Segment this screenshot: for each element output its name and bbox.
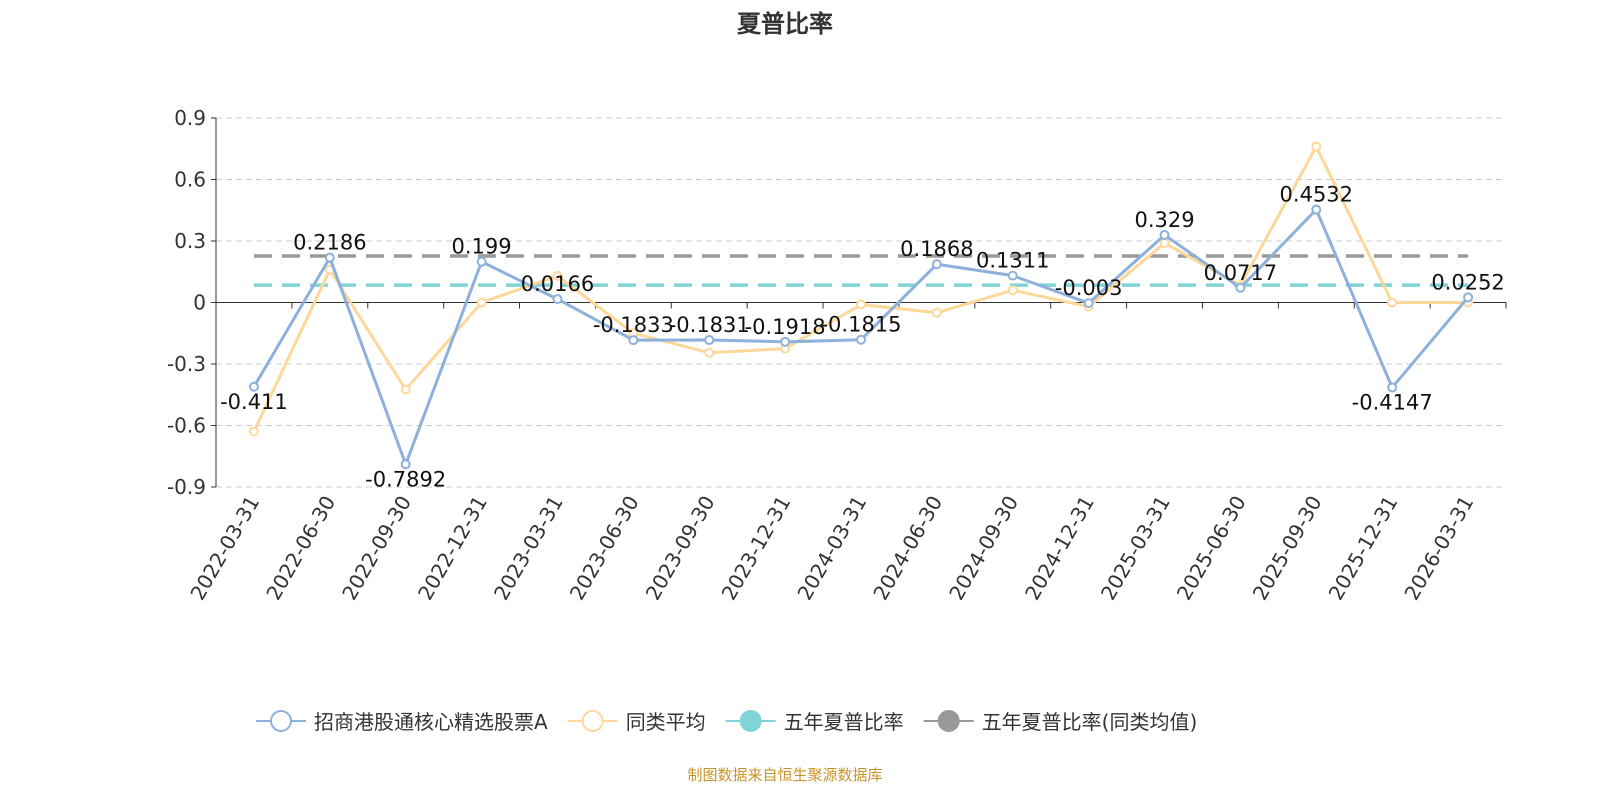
data-point (324, 252, 335, 263)
data-label: -0.411 (220, 390, 288, 414)
data-point (1159, 230, 1170, 241)
x-tick-label: 2025-06-30 (1172, 492, 1251, 605)
x-tick-label: 2023-06-30 (565, 492, 644, 605)
y-tick-label: 0.9 (174, 106, 206, 130)
x-tick-label: 2024-09-30 (944, 491, 1023, 604)
data-point (1387, 297, 1398, 308)
data-label: -0.1815 (820, 313, 901, 337)
data-point (476, 256, 487, 267)
data-point (1083, 298, 1094, 309)
data-point (931, 259, 942, 270)
x-tick-label: 2022-03-31 (185, 492, 264, 605)
x-tick-label: 2022-06-30 (261, 492, 340, 605)
legend-label[interactable]: 同类平均 (626, 710, 706, 734)
x-tick-label: 2024-12-31 (1020, 492, 1099, 605)
data-point (704, 347, 715, 358)
y-tick-label: -0.6 (167, 414, 206, 438)
x-tick-label: 2023-09-30 (641, 492, 720, 605)
data-label: -0.1918 (745, 315, 826, 339)
data-point (1311, 204, 1322, 215)
data-point (552, 294, 563, 305)
data-label: -0.4147 (1352, 391, 1433, 415)
data-point (931, 307, 942, 318)
y-tick-label: 0.6 (174, 168, 206, 192)
data-point (1007, 270, 1018, 281)
data-label: 0.0717 (1204, 261, 1277, 285)
data-point (248, 426, 259, 437)
legend-marker (937, 710, 960, 732)
data-point (400, 459, 411, 470)
x-tick-label: 2024-06-30 (868, 492, 947, 605)
data-label: 0.199 (452, 235, 512, 259)
legend-marker (581, 710, 604, 732)
data-point (248, 381, 259, 392)
data-point (704, 335, 715, 346)
data-label: 0.0166 (521, 272, 594, 296)
legend-marker (739, 710, 762, 732)
data-label: 0.2186 (293, 231, 366, 255)
x-tick-label: 2025-12-31 (1324, 492, 1403, 605)
data-point (1159, 238, 1170, 249)
data-label: -0.003 (1055, 276, 1123, 300)
legend-label[interactable]: 五年夏普比率 (784, 710, 904, 734)
data-label: 0.1311 (976, 249, 1049, 273)
data-point (1235, 282, 1246, 293)
data-point (400, 384, 411, 395)
chart-title: 夏普比率 (737, 10, 833, 38)
data-label: -0.1833 (593, 313, 674, 337)
data-label: -0.1831 (669, 313, 750, 337)
x-tick-label: 2026-03-31 (1399, 492, 1478, 605)
x-tick-label: 2022-09-30 (337, 492, 416, 605)
source-note: 制图数据来自恒生聚源数据库 (687, 766, 882, 784)
data-point (1387, 382, 1398, 393)
x-tick-label: 2025-03-31 (1096, 492, 1175, 605)
data-label: 0.0252 (1431, 270, 1504, 294)
data-point (856, 299, 866, 310)
y-tick-label: -0.3 (167, 352, 206, 376)
data-point (476, 297, 487, 308)
data-label: 0.329 (1134, 208, 1194, 232)
y-tick-label: 0 (193, 291, 206, 315)
data-point (856, 334, 866, 345)
data-point (1007, 285, 1018, 296)
x-tick-label: 2023-12-31 (717, 492, 796, 605)
x-tick-label: 2025-09-30 (1248, 492, 1327, 605)
legend-marker (270, 710, 292, 732)
legend-label[interactable]: 招商港股通核心精选股票A (314, 710, 548, 734)
data-label: -0.7892 (365, 467, 446, 491)
y-tick-label: 0.3 (174, 229, 206, 253)
x-tick-label: 2022-12-31 (413, 492, 492, 605)
data-point (628, 335, 639, 346)
data-point (1463, 292, 1474, 303)
x-tick-label: 2023-03-31 (489, 492, 568, 605)
data-point (780, 336, 791, 347)
legend-label[interactable]: 五年夏普比率(同类均值) (982, 710, 1198, 734)
x-tick-label: 2024-03-31 (792, 492, 871, 605)
data-point (552, 270, 563, 281)
y-tick-label: -0.9 (167, 475, 206, 499)
data-point (1311, 141, 1322, 152)
data-label: 0.4532 (1280, 183, 1353, 207)
data-label: 0.1868 (900, 237, 973, 261)
